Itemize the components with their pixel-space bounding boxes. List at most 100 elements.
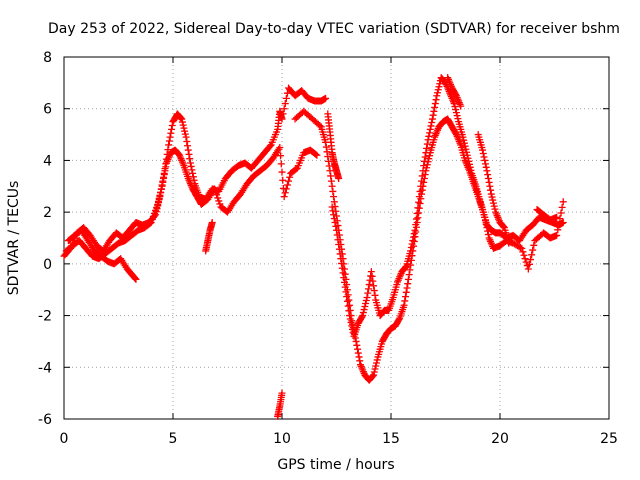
data-point <box>454 115 462 123</box>
data-point <box>487 190 495 198</box>
data-point <box>419 167 427 175</box>
data-point <box>431 103 439 111</box>
data-point <box>186 155 194 163</box>
series-track-b <box>62 144 321 263</box>
data-point <box>156 191 164 199</box>
data-point <box>425 132 433 140</box>
data-point <box>488 193 496 201</box>
data-point <box>215 197 223 205</box>
data-point <box>279 176 287 184</box>
data-point <box>325 162 333 170</box>
data-point <box>363 293 371 301</box>
data-point <box>131 275 139 283</box>
y-tick-label: 2 <box>43 205 52 221</box>
data-point <box>216 200 224 208</box>
data-point <box>178 115 186 123</box>
data-point <box>484 175 492 183</box>
data-point <box>369 372 377 380</box>
data-point <box>452 106 460 114</box>
data-point <box>460 136 468 144</box>
data-point <box>353 341 361 349</box>
data-point <box>328 182 336 190</box>
data-point <box>181 127 189 135</box>
data-point <box>331 218 339 226</box>
data-point <box>453 112 461 120</box>
data-point <box>328 203 336 211</box>
data-point <box>372 359 380 367</box>
data-point <box>521 255 529 263</box>
data-point <box>428 119 436 127</box>
data-point <box>370 287 378 295</box>
y-tick-label: -6 <box>38 412 52 428</box>
data-point <box>340 278 348 286</box>
data-point <box>146 219 154 227</box>
data-point <box>280 193 288 201</box>
data-point <box>370 368 378 376</box>
data-point <box>330 198 338 206</box>
data-point <box>358 313 366 321</box>
data-point <box>486 182 494 190</box>
data-point <box>183 137 191 145</box>
data-point <box>484 231 492 239</box>
data-point <box>417 182 425 190</box>
x-tick-label: 5 <box>169 431 178 447</box>
data-point <box>524 265 532 273</box>
data-point <box>402 293 410 301</box>
data-point <box>187 162 195 170</box>
data-point <box>286 173 294 181</box>
y-tick-label: -4 <box>38 360 52 376</box>
data-point <box>165 141 173 149</box>
data-point <box>281 189 289 197</box>
data-point <box>481 213 489 221</box>
data-point <box>516 243 524 251</box>
data-point <box>361 303 369 311</box>
data-point <box>415 193 423 201</box>
data-point <box>352 337 360 345</box>
data-point <box>461 142 469 150</box>
data-point <box>347 318 355 326</box>
data-point <box>411 226 419 234</box>
data-point <box>460 139 468 147</box>
data-point <box>371 291 379 299</box>
data-point <box>330 211 338 219</box>
data-point <box>340 274 348 282</box>
data-point <box>214 194 222 202</box>
y-tick-label: -2 <box>38 309 52 325</box>
data-point <box>484 227 492 235</box>
data-point <box>404 280 412 288</box>
data-point <box>342 288 350 296</box>
data-point <box>466 163 474 171</box>
y-tick-label: 8 <box>43 50 52 66</box>
data-point <box>184 146 192 154</box>
data-point <box>481 156 489 164</box>
data-point <box>322 138 330 146</box>
x-tick-label: 0 <box>60 431 69 447</box>
data-point <box>420 162 428 170</box>
data-point <box>528 251 536 259</box>
data-point <box>154 200 162 208</box>
data-point <box>177 114 185 122</box>
data-point <box>410 233 418 241</box>
x-tick-label: 10 <box>273 431 291 447</box>
data-point <box>527 256 535 264</box>
data-point <box>525 260 533 268</box>
data-point <box>482 163 490 171</box>
data-point <box>278 115 286 123</box>
data-point <box>333 226 340 234</box>
data-point <box>344 302 352 310</box>
data-point <box>166 133 174 141</box>
data-point <box>337 255 345 263</box>
data-point <box>418 177 426 185</box>
data-point <box>368 272 376 280</box>
chart-title: Day 253 of 2022, Sidereal Day-to-day VTE… <box>48 21 620 37</box>
data-point <box>335 240 343 248</box>
data-point <box>554 226 562 234</box>
data-point <box>155 194 163 202</box>
data-point <box>158 182 166 190</box>
data-point <box>266 142 274 150</box>
data-point <box>329 207 337 215</box>
data-point <box>157 185 165 193</box>
data-point <box>481 160 489 168</box>
data-point <box>412 221 420 229</box>
data-point <box>339 269 347 277</box>
